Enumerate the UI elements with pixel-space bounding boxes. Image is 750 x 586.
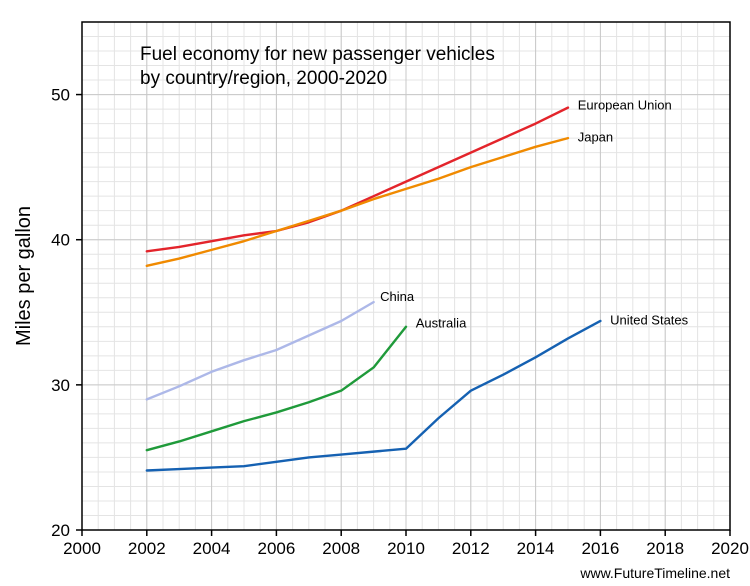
series-label-united-states: United States bbox=[610, 312, 689, 327]
chart-container: European Union Japan ChinaAustralia United … bbox=[0, 0, 750, 586]
x-tick-label: 2020 bbox=[711, 539, 749, 558]
series-label-japan: Japan bbox=[578, 130, 613, 145]
x-tick-label: 2010 bbox=[387, 539, 425, 558]
series-label-australia: Australia bbox=[416, 315, 467, 330]
chart-svg: European Union Japan ChinaAustralia United … bbox=[0, 0, 750, 586]
source-text: www.FutureTimeline.net bbox=[579, 565, 730, 581]
chart-title-line-1: by country/region, 2000-2020 bbox=[140, 68, 387, 89]
y-axis-label: Miles per gallon bbox=[13, 206, 35, 346]
x-tick-label: 2000 bbox=[63, 539, 101, 558]
x-tick-label: 2014 bbox=[517, 539, 555, 558]
y-tick-label: 30 bbox=[51, 376, 70, 395]
x-tick-label: 2002 bbox=[128, 539, 166, 558]
y-tick-label: 20 bbox=[51, 521, 70, 540]
series-label-european-union: European Union bbox=[578, 98, 672, 113]
x-tick-label: 2016 bbox=[581, 539, 619, 558]
x-tick-label: 2004 bbox=[193, 539, 231, 558]
x-tick-label: 2012 bbox=[452, 539, 490, 558]
x-tick-label: 2018 bbox=[646, 539, 684, 558]
x-tick-label: 2008 bbox=[322, 539, 360, 558]
y-tick-label: 50 bbox=[51, 86, 70, 105]
chart-title-line-0: Fuel economy for new passenger vehicles bbox=[140, 44, 495, 65]
series-label-china: China bbox=[380, 289, 415, 304]
x-tick-label: 2006 bbox=[257, 539, 295, 558]
y-tick-label: 40 bbox=[51, 231, 70, 250]
